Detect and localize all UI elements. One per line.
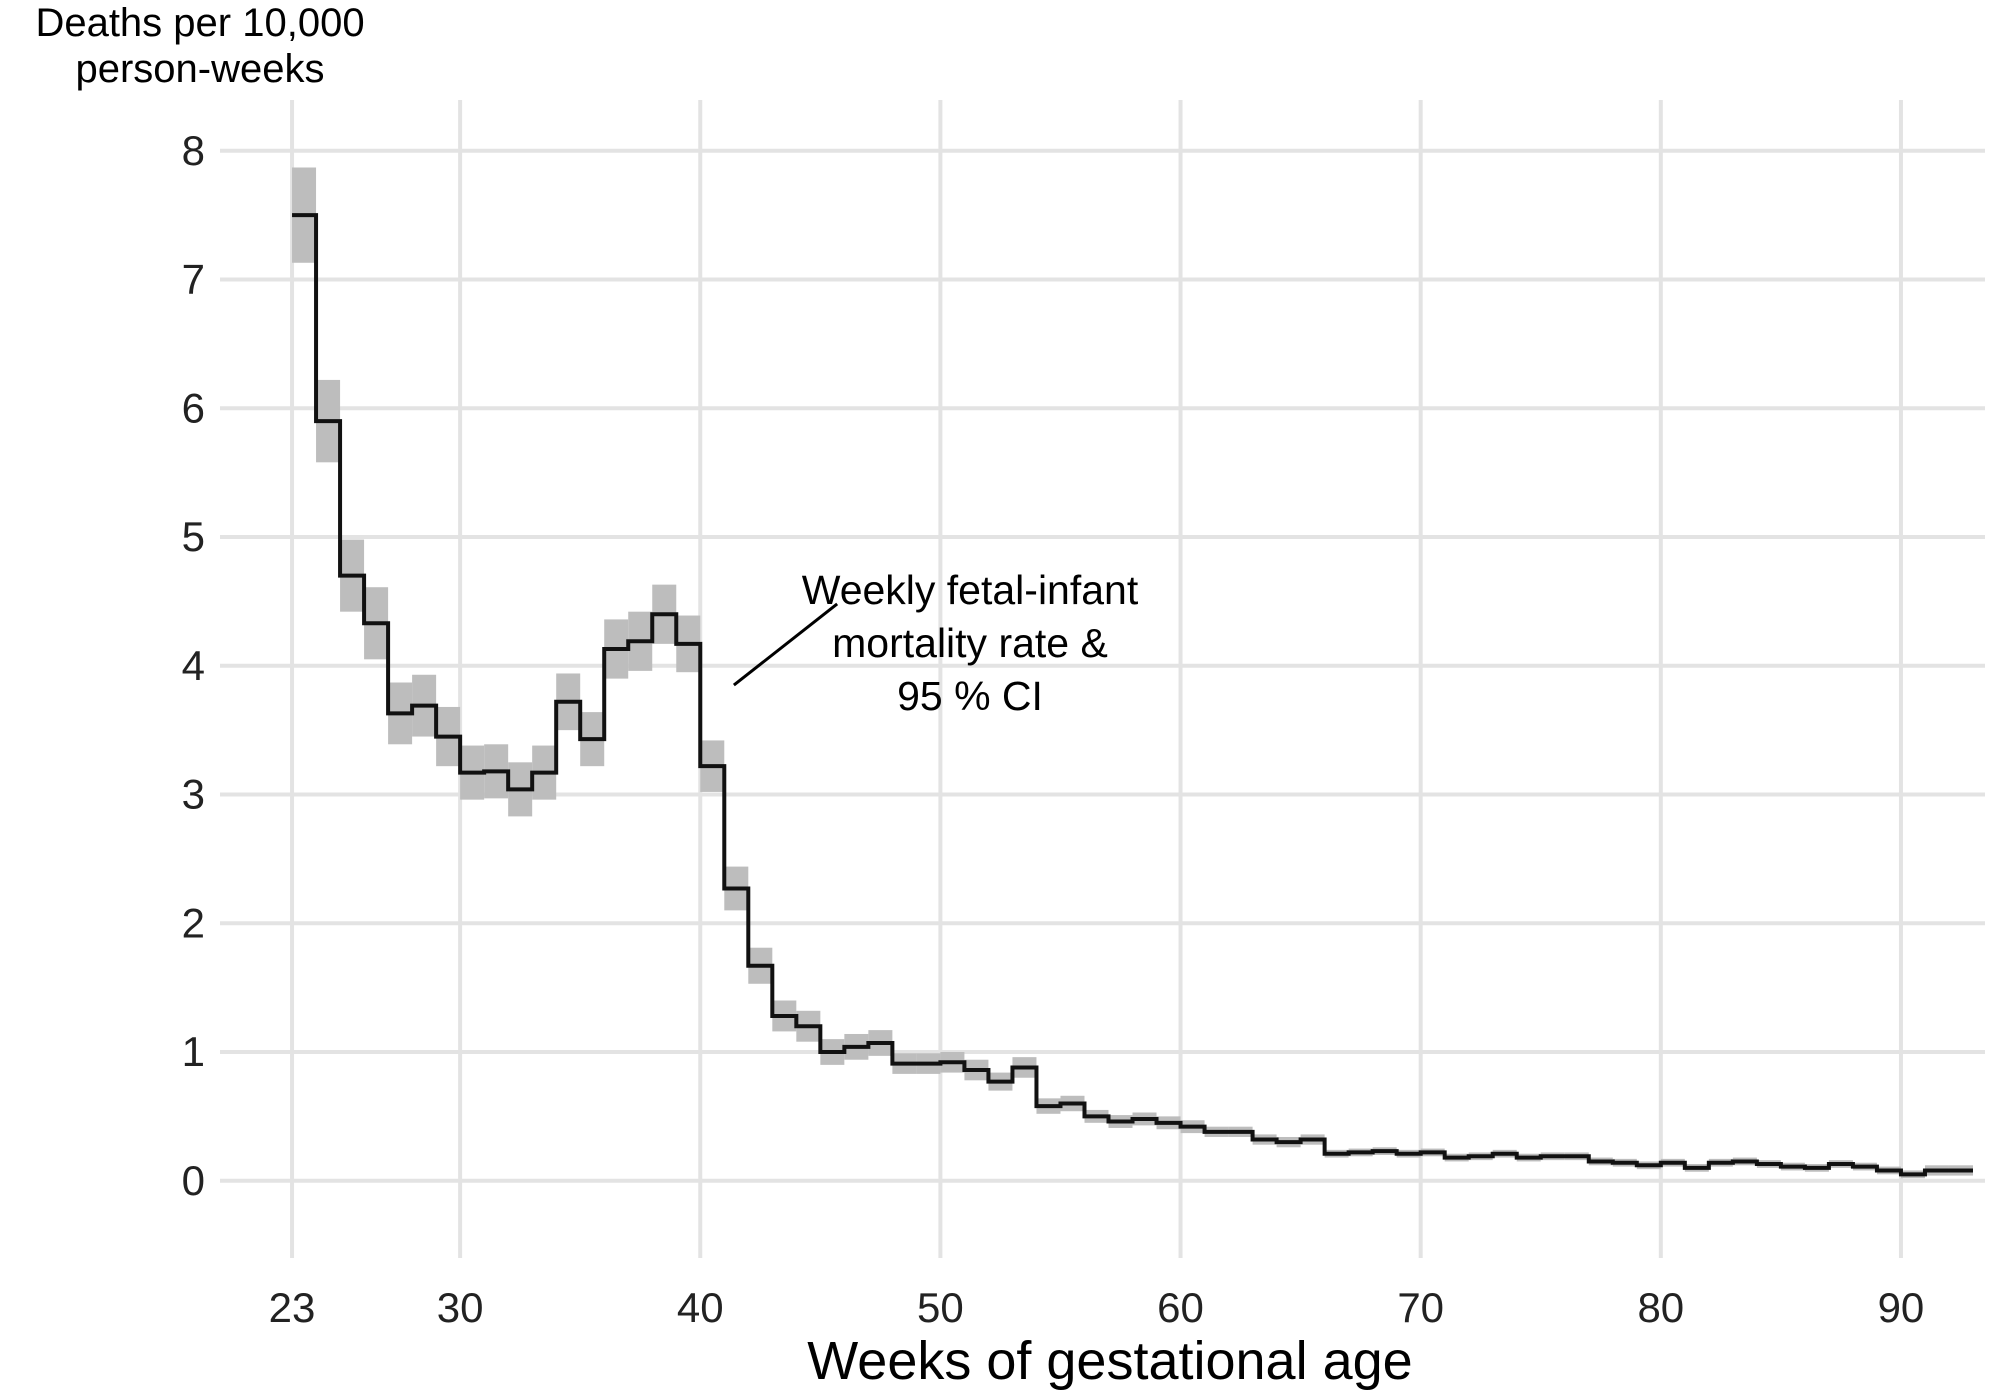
y-tick-label: 7 [182,256,205,303]
annotation-line-1: Weekly fetal-infant [801,567,1139,613]
y-tick-label: 4 [182,642,205,689]
x-tick-label: 80 [1637,1284,1684,1331]
grid-lines [220,100,1985,1258]
x-tick-label: 30 [437,1284,484,1331]
y-axis-label-line-1: Deaths per 10,000 [35,1,365,45]
annotation-pointer [732,602,839,687]
annotation-pointer-line [732,602,839,687]
annotation-line-3: 95 % CI [897,673,1043,719]
y-tick-labels: 0 1 2 3 4 5 6 7 8 [182,127,205,1204]
annotation-line-2: mortality rate & [832,620,1108,666]
x-tick-label: 70 [1397,1284,1444,1331]
rate-step-line [292,213,1973,1177]
y-tick-label: 2 [182,899,205,946]
x-tick-label: 40 [677,1284,724,1331]
rate-line-path [292,213,1973,1177]
y-tick-label: 8 [182,127,205,174]
x-tick-label: 23 [269,1284,316,1331]
y-tick-label: 5 [182,513,205,560]
y-tick-label: 0 [182,1157,205,1204]
y-axis-label-line-2: person-weeks [75,47,325,91]
x-tick-label: 60 [1157,1284,1204,1331]
x-tick-labels: 23 30 40 50 60 70 80 90 [269,1284,1925,1331]
y-tick-label: 6 [182,384,205,431]
x-tick-label: 90 [1878,1284,1925,1331]
x-tick-label: 50 [917,1284,964,1331]
y-tick-label: 1 [182,1028,205,1075]
y-tick-label: 3 [182,771,205,818]
x-axis-label: Weeks of gestational age [807,1331,1413,1391]
